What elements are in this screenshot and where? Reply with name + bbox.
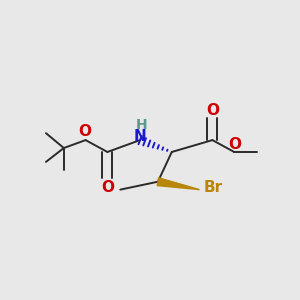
Text: O: O	[229, 136, 242, 152]
Text: Br: Br	[204, 180, 223, 195]
Text: O: O	[206, 103, 219, 118]
Polygon shape	[157, 178, 200, 190]
Text: H: H	[135, 118, 147, 132]
Text: O: O	[78, 124, 91, 139]
Text: N: N	[134, 129, 146, 144]
Text: O: O	[101, 180, 114, 195]
